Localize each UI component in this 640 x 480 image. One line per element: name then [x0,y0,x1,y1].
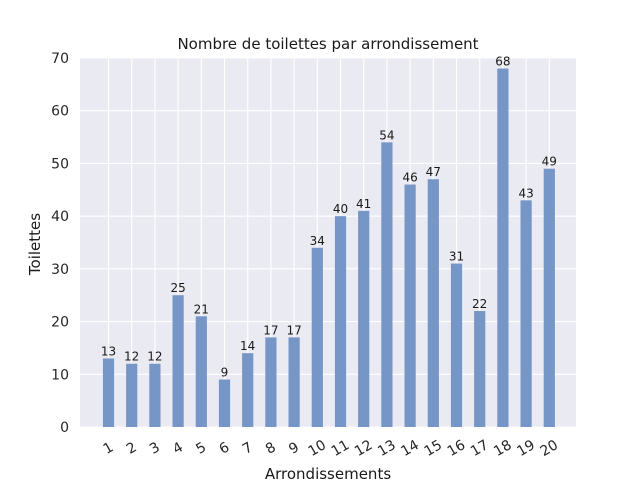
bar [102,358,115,427]
bar-value-label: 25 [170,281,185,295]
y-tick-label: 10 [51,367,69,383]
x-tick-label: 20 [538,437,561,460]
bar [450,263,463,427]
x-tick-label: 1 [101,439,117,457]
bar-value-label: 41 [356,197,371,211]
bar-value-label: 17 [286,323,301,337]
x-tick-label: 8 [263,439,279,457]
y-tick-label: 60 [51,104,69,120]
y-tick-label: 30 [51,262,69,278]
x-tick-label: 2 [124,439,140,457]
bar [242,353,254,427]
bar-value-label: 68 [495,55,510,69]
y-tick-label: 40 [51,209,69,225]
bar [218,379,231,427]
bar-value-label: 17 [263,323,278,337]
bar [172,295,184,427]
bar-value-label: 47 [426,165,441,179]
bar [288,337,300,427]
bar [126,363,138,427]
bar-value-label: 54 [379,128,394,142]
x-tick-label: 19 [514,437,537,460]
bar-value-label: 43 [518,186,533,200]
bar [381,142,393,428]
y-axis-label: Toilettes [26,213,44,276]
bar [311,247,323,427]
x-tick-label: 6 [217,439,233,457]
bar [404,184,416,427]
x-tick-label: 4 [170,439,186,457]
bar-value-label: 34 [310,234,325,248]
x-tick-label: 18 [491,437,514,460]
x-tick-label: 12 [352,437,375,460]
bar [520,200,532,427]
plot-area [80,58,576,427]
x-tick-label: 16 [445,437,469,460]
bar-value-label: 49 [542,155,557,169]
x-tick-label: 17 [468,437,491,460]
bar-value-label: 40 [333,202,348,216]
bar-value-label: 46 [402,171,417,185]
bar [543,168,555,427]
x-tick-label: 5 [193,439,209,457]
y-tick-label: 50 [51,156,69,172]
bar-value-label: 9 [221,366,229,380]
bar-value-label: 31 [449,250,464,264]
chart-title: Nombre de toilettes par arrondissement [177,35,478,53]
x-tick-label: 7 [240,439,256,457]
y-tick-label: 20 [51,315,69,331]
x-tick-label: 3 [147,439,163,457]
bar [427,179,439,427]
bar-value-label: 21 [194,302,209,316]
bar [265,337,277,427]
bar [334,216,347,427]
x-axis-ticks: 1 2 3 4 5 6 7 8 9 10 11 12 13 14 15 16 17 18 19 20 [101,437,561,460]
x-tick-label: 14 [398,437,422,460]
bar [358,210,370,427]
y-tick-label: 70 [51,51,69,67]
bar [195,316,207,427]
bar [149,363,161,427]
bar [497,68,509,428]
bar-value-label: 13 [101,344,116,358]
x-tick-label: 10 [306,437,329,460]
y-axis-ticks: 0 10 20 30 40 50 60 70 [51,51,69,436]
bars [102,68,555,428]
x-tick-label: 11 [329,437,352,460]
bar-value-label: 12 [124,350,139,364]
x-axis-label: Arrondissements [265,465,391,480]
x-tick-label: 9 [286,439,302,457]
bar-value-label: 22 [472,297,487,311]
x-tick-label: 13 [375,437,398,460]
y-tick-label: 0 [60,420,69,436]
bar-value-label: 14 [240,339,255,353]
x-tick-label: 15 [422,437,445,460]
bar-value-label: 12 [147,350,162,364]
value-labels: 13 12 12 25 21 9 14 17 17 34 40 41 54 46 47 31 22 68 43 49 [101,55,557,380]
bar [474,311,486,427]
